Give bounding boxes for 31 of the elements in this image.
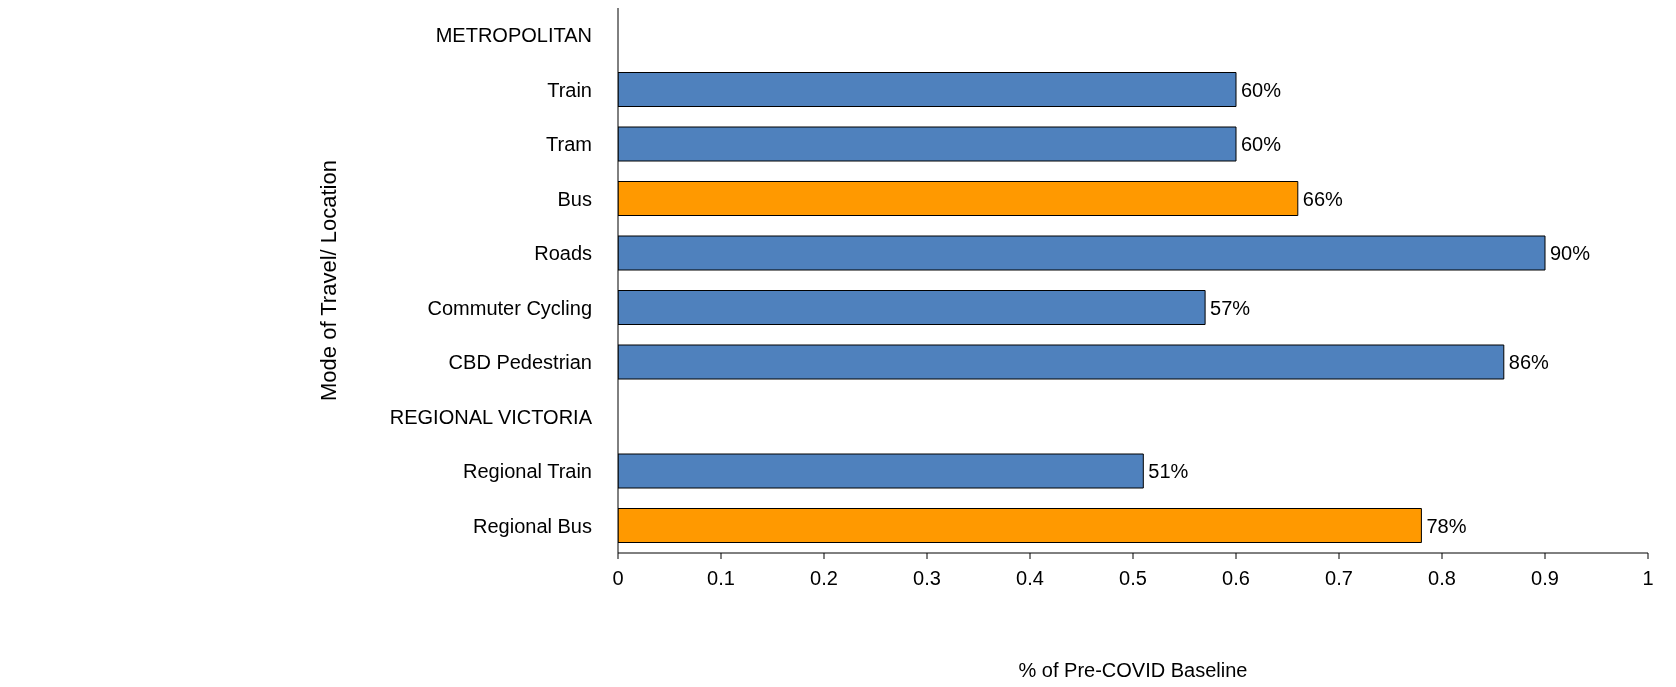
data-label: 86% (1508, 351, 1550, 374)
x-tick-label: 1 (1642, 567, 1654, 590)
y-tick-label: Train (547, 78, 592, 101)
data-label: 60% (1241, 78, 1282, 101)
y-tick-label: REGIONAL VICTORIA (389, 405, 593, 428)
x-tick-label: 0.2 (810, 567, 838, 590)
x-tick-label: 0.9 (1531, 567, 1559, 590)
y-tick-label: CBD Pedestrian (448, 351, 592, 374)
y-tick-label: Roads (534, 242, 592, 265)
y-tick-label: METROPOLITAN (435, 24, 592, 47)
y-tick-label: Regional Bus (473, 514, 592, 537)
x-tick-label: 0 (612, 567, 624, 590)
data-label: 90% (1550, 242, 1591, 265)
x-tick-label: 0.5 (1119, 567, 1147, 590)
data-label: 78% (1426, 514, 1467, 537)
x-tick-label: 0.3 (913, 567, 941, 590)
x-tick-label: 0.6 (1222, 567, 1250, 590)
data-label: 51% (1148, 460, 1189, 483)
x-axis-title: % of Pre-COVID Baseline (1018, 659, 1248, 682)
data-label: 57% (1210, 296, 1251, 319)
y-axis-title: Mode of Travel/ Location (315, 160, 341, 401)
data-label: 60% (1241, 133, 1282, 156)
x-tick-label: 0.4 (1016, 567, 1044, 590)
data-label: 66% (1302, 187, 1344, 210)
x-tick-label: 0.1 (707, 567, 735, 590)
y-tick-label: Regional Train (463, 460, 592, 483)
y-tick-label: Commuter Cycling (427, 296, 592, 319)
x-tick-label: 0.8 (1428, 567, 1456, 590)
x-tick-label: 0.7 (1325, 567, 1353, 590)
y-tick-label: Tram (546, 133, 592, 156)
y-tick-label: Bus (557, 187, 592, 210)
